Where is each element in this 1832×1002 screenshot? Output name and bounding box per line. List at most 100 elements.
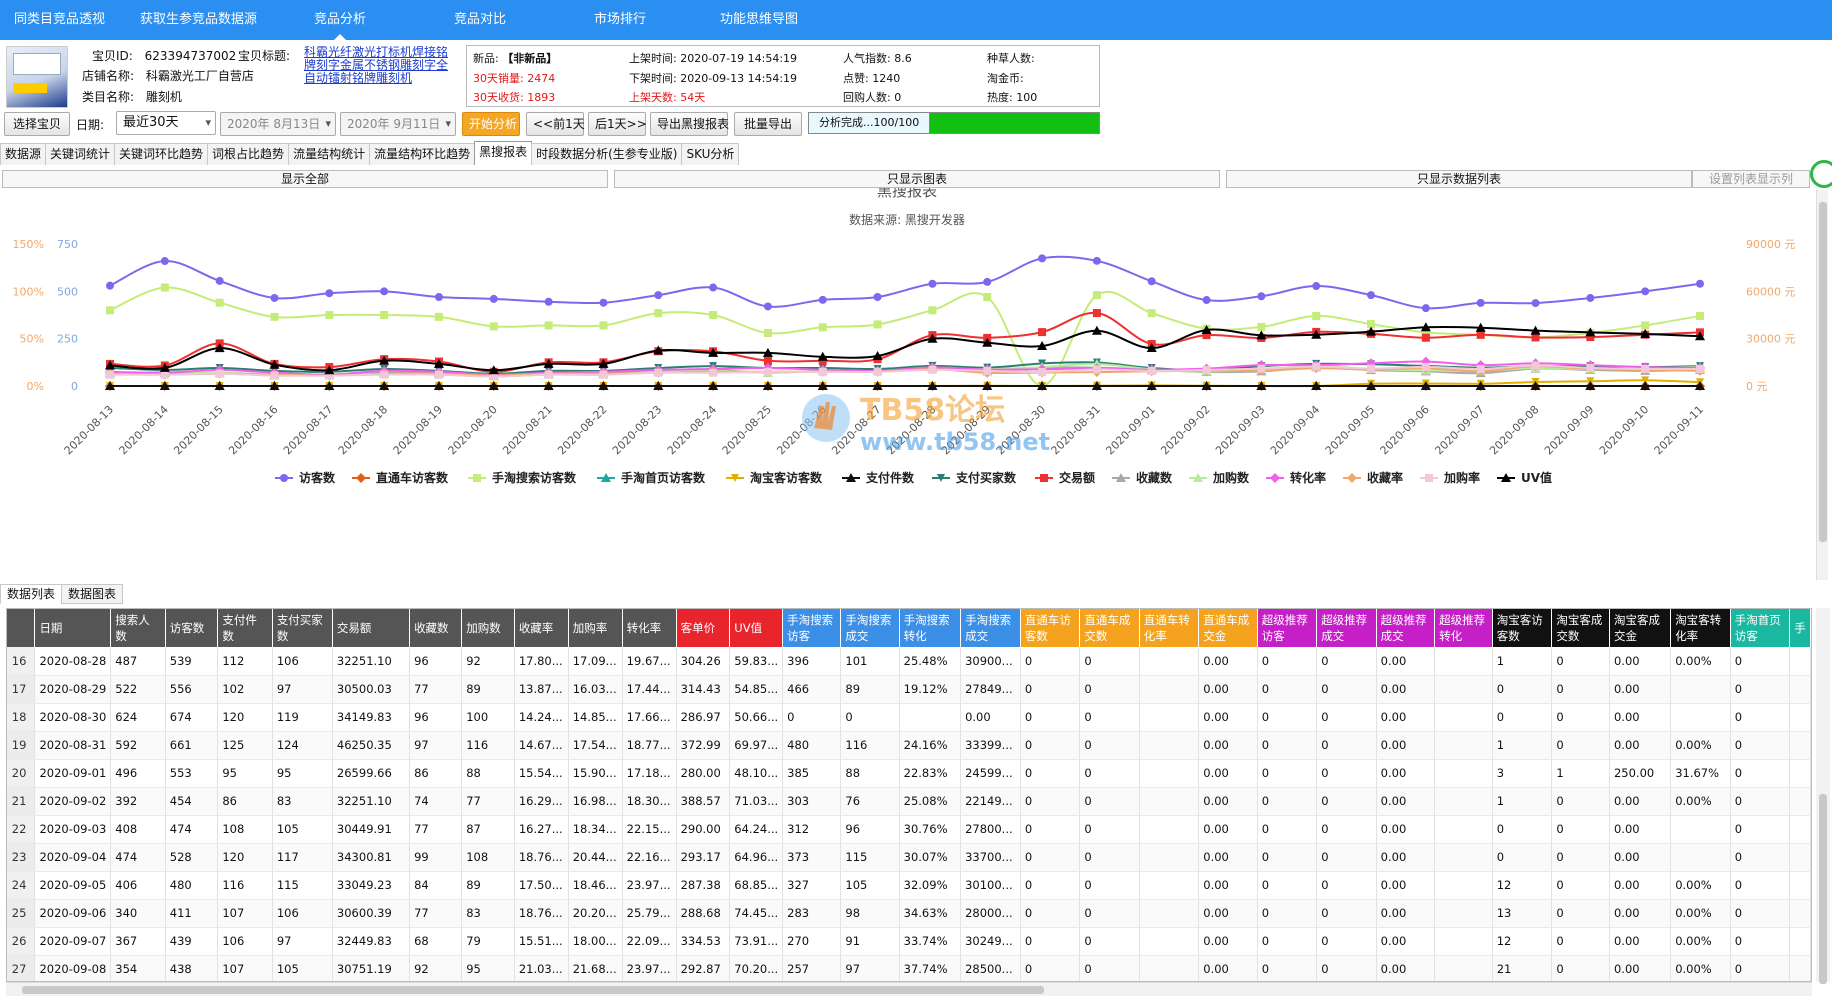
legend-marker (1270, 473, 1280, 483)
table-cell: 0 (1551, 703, 1610, 732)
column-header[interactable]: 手 (1789, 609, 1811, 647)
column-header[interactable]: 客单价 (676, 609, 731, 647)
table-row[interactable]: 26 2020-09-07 367 439 106 97 32449.83 68 79 15.51… (7, 927, 1811, 956)
column-header[interactable]: 超级推荐成交 (1376, 609, 1436, 647)
start-analysis-button[interactable]: 开始分析 (462, 112, 520, 136)
table-row[interactable]: 27 2020-09-08 354 438 107 105 30751.19 92 95 21.0… (7, 955, 1811, 981)
collect30-row: 30天收货: 1893 (473, 91, 556, 104)
table-row[interactable]: 18 2020-08-30 624 674 120 119 34149.83 96 100 14.… (7, 703, 1811, 732)
column-header[interactable]: 直通车转化率 (1139, 609, 1200, 647)
prev-day-button[interactable]: <<前1天 (526, 112, 585, 136)
column-header[interactable]: 访客数 (165, 609, 219, 647)
tab-traffic-trend[interactable]: 流量结构环比趋势 (369, 143, 476, 165)
column-header[interactable]: 交易额 (332, 609, 411, 647)
column-header[interactable]: 手淘搜索成交 (960, 609, 1021, 647)
table-cell: 0.00 (1376, 787, 1436, 816)
table-row[interactable]: 17 2020-08-29 522 556 102 97 30500.03 77 89 13.87… (7, 675, 1811, 704)
data-point (1147, 366, 1156, 375)
column-header[interactable]: 超级推荐访客 (1257, 609, 1318, 647)
column-header[interactable]: 加购率 (568, 609, 623, 647)
column-header[interactable]: 收藏数 (409, 609, 463, 647)
column-header[interactable]: 支付买家数 (272, 609, 333, 647)
tab-sku-analysis[interactable]: SKU分析 (681, 143, 740, 165)
column-header[interactable]: 淘宝客成交金 (1609, 609, 1672, 647)
tab-keyword-stats[interactable]: 关键词统计 (45, 143, 116, 165)
column-header[interactable]: 淘宝客成交数 (1551, 609, 1610, 647)
table-row[interactable]: 23 2020-09-04 474 528 120 117 34300.81 99 108 18.… (7, 843, 1811, 872)
column-header[interactable]: 淘宝客转化率 (1670, 609, 1731, 647)
data-point (818, 367, 827, 376)
column-header[interactable]: 超级推荐转化 (1434, 609, 1493, 647)
table-row[interactable]: 19 2020-08-31 592 661 125 124 46250.35 97 116 14.… (7, 731, 1811, 760)
tab-black-search-report[interactable]: 黑搜报表 (474, 141, 533, 165)
tab-data-list[interactable]: 数据列表 (0, 584, 63, 604)
column-header[interactable]: 手淘搜索成交 (840, 609, 900, 647)
column-header[interactable]: 直通车访客数 (1020, 609, 1081, 647)
column-header[interactable]: 直通车成交金 (1198, 609, 1258, 647)
column-header[interactable]: 手淘首页访客 (1730, 609, 1791, 647)
table-vertical-scrollbar[interactable] (1816, 608, 1830, 984)
data-point (817, 351, 828, 361)
table-row[interactable]: 24 2020-09-05 406 480 116 115 33049.23 84 89 17.5… (7, 871, 1811, 900)
date-to-picker[interactable]: 2020年 9月11日 (340, 112, 456, 136)
set-columns-button[interactable]: 设置列表显示列 (1692, 170, 1810, 188)
tab-data-source[interactable]: 数据源 (0, 143, 47, 165)
table-cell: 88 (840, 759, 900, 788)
column-header[interactable]: 支付件数 (217, 609, 273, 647)
nav-item-competitor-compare[interactable]: 竞品对比 (454, 12, 507, 27)
column-header[interactable]: 超级推荐成交 (1316, 609, 1377, 647)
data-point (872, 381, 883, 390)
data-point (1530, 325, 1541, 335)
table-cell: 50.66... (729, 703, 784, 732)
column-header[interactable]: 加购数 (461, 609, 515, 647)
data-point (269, 381, 280, 390)
nav-item-category-analysis[interactable]: 同类目竞品透视 (14, 12, 106, 27)
show-all-button[interactable]: 显示全部 (2, 170, 608, 188)
table-row[interactable]: 25 2020-09-06 340 411 107 106 30600.39 77 83 18.7… (7, 899, 1811, 928)
nav-item-mindmap[interactable]: 功能思维导图 (720, 12, 799, 27)
shop-row: 店铺名称: 科霸激光工厂自营店 (82, 67, 254, 84)
column-header[interactable]: 淘宝客访客数 (1492, 609, 1553, 647)
table-cell (1434, 927, 1493, 956)
column-header[interactable]: 搜索人数 (110, 609, 166, 647)
batch-export-button[interactable]: 批量导出 (734, 112, 802, 136)
floating-green-button[interactable] (1810, 160, 1832, 188)
table-row[interactable]: 20 2020-09-01 496 553 95 95 26599.66 86 88 15.54.… (7, 759, 1811, 788)
tab-time-analysis[interactable]: 时段数据分析(生参专业版) (531, 143, 683, 165)
column-header[interactable]: 收藏率 (514, 609, 569, 647)
select-item-button[interactable]: 选择宝贝 (4, 112, 70, 136)
table-row[interactable]: 21 2020-09-02 392 454 86 83 32251.10 74 77 16.29.… (7, 787, 1811, 816)
table-cell: 592 (110, 731, 166, 760)
column-header[interactable]: 直通车成交数 (1079, 609, 1140, 647)
tab-data-chart[interactable]: 数据图表 (61, 584, 124, 604)
tab-keyword-trend[interactable]: 关键词环比趋势 (114, 143, 209, 165)
chart-vertical-scrollbar[interactable] (1816, 190, 1828, 580)
nav-item-competitor-analysis[interactable]: 竞品分析 (314, 0, 366, 40)
data-point (1257, 292, 1266, 301)
column-header[interactable]: 手淘搜索转化 (899, 609, 962, 647)
column-header[interactable]: 手淘搜索访客 (782, 609, 842, 647)
table-cell: 27849... (960, 675, 1021, 704)
show-list-only-button[interactable]: 只显示数据列表 (1226, 170, 1692, 188)
table-row[interactable]: 16 2020-08-28 487 539 112 106 32251.10 96 92 17.8… (7, 647, 1811, 676)
data-point (709, 311, 718, 319)
table-cell: 496 (110, 759, 166, 788)
table-row[interactable]: 22 2020-09-03 408 474 108 105 30449.91 77 87 16.2… (7, 815, 1811, 844)
nav-item-market-ranking[interactable]: 市场排行 (594, 12, 647, 27)
column-header[interactable]: 转化率 (622, 609, 677, 647)
show-chart-only-button[interactable]: 只显示图表 (614, 170, 1220, 188)
nav-item-get-data-source[interactable]: 获取生参竞品数据源 (140, 12, 258, 27)
next-day-button[interactable]: 后1天>> (588, 112, 647, 136)
table-cell: 2020-09-01 (34, 759, 112, 788)
tab-root-share[interactable]: 词根占比趋势 (207, 143, 290, 165)
date-range-select[interactable]: 最近30天 (116, 111, 216, 135)
x-tick-label: 2020-08-16 (226, 403, 280, 457)
export-report-button[interactable]: 导出黑搜报表 (650, 112, 729, 136)
tab-traffic-stats[interactable]: 流量结构统计 (288, 143, 371, 165)
date-from-picker[interactable]: 2020年 8月13日 (220, 112, 336, 136)
table-cell: 0 (1257, 675, 1318, 704)
column-header[interactable]: UV值 (729, 609, 784, 647)
product-title-link[interactable]: 科霸光纤激光打标机焊接铭牌刻字金属不锈钢雕刻字全自动镭射铭牌雕刻机 (304, 46, 449, 85)
column-header[interactable]: 日期 (34, 609, 112, 647)
table-horizontal-scrollbar[interactable] (6, 982, 1812, 996)
